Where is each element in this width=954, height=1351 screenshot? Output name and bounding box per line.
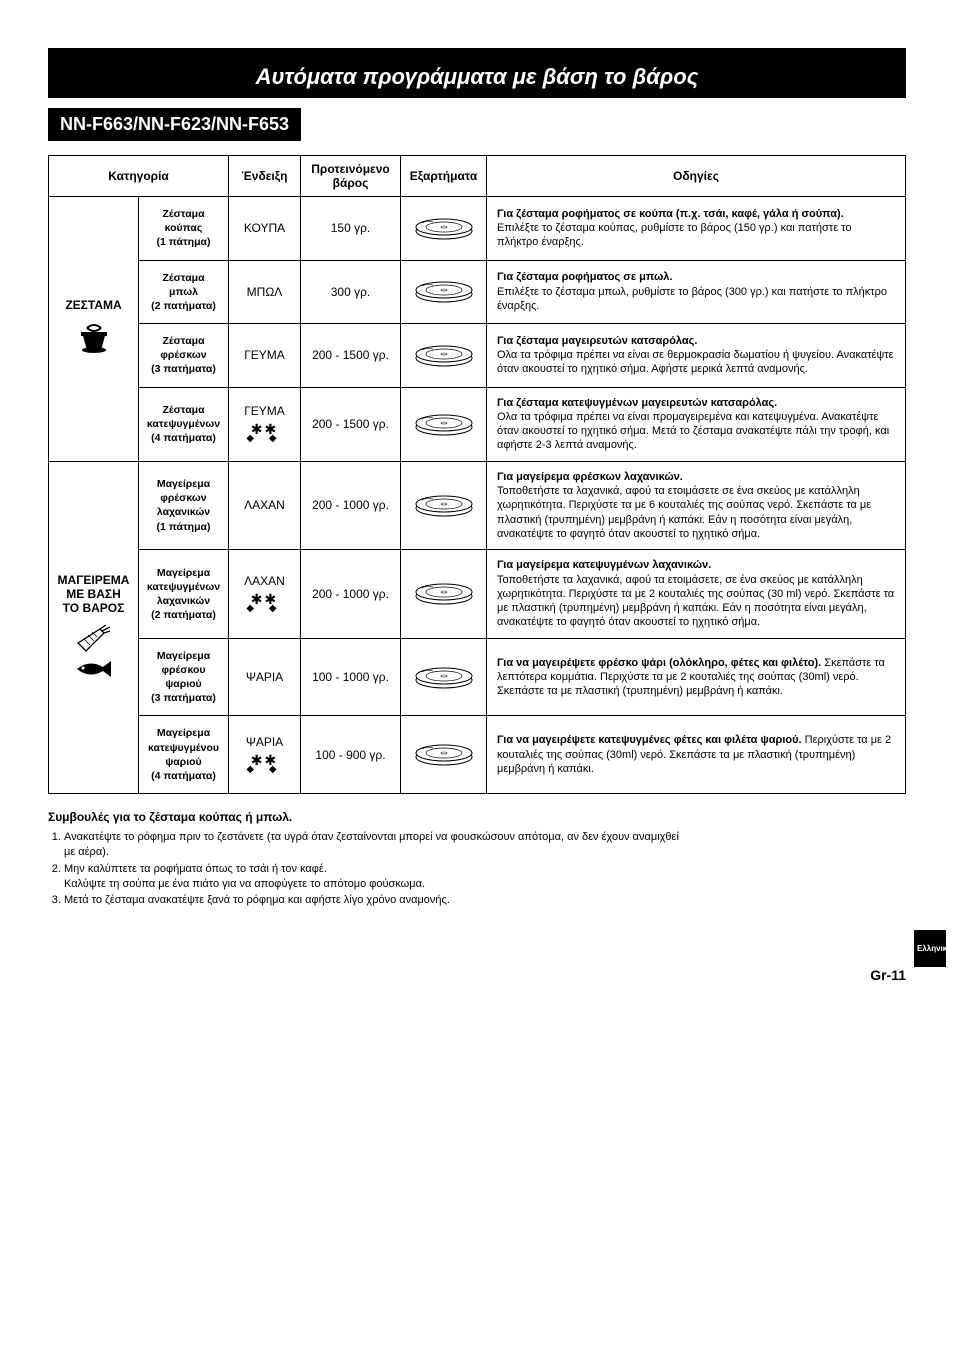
th-category: Κατηγορία xyxy=(49,156,229,197)
plate-icon xyxy=(413,338,475,368)
subcat-r5: Μαγείρεμα φρέσκων λαχανικών (1 πάτημα) xyxy=(139,461,229,549)
category-cook-label-l3: ΤΟ ΒΑΡΟΣ xyxy=(55,601,132,615)
programs-table: Κατηγορία Ένδειξη Προτεινόμενο βάρος Εξα… xyxy=(48,155,906,794)
subcat-r8: Μαγείρεμα κατεψυγμένου ψαριού (4 πατήματ… xyxy=(139,716,229,794)
page-number: Gr-11 xyxy=(48,967,906,983)
plate-icon xyxy=(413,211,475,241)
fish-icon xyxy=(75,657,113,681)
carrot-icon xyxy=(76,625,112,653)
frozen-icon: ✱✱◆ ◆ xyxy=(233,753,296,775)
indicator-r3: ΓΕΥΜΑ xyxy=(229,324,301,388)
plate-icon xyxy=(413,660,475,690)
indicator-r2: ΜΠΩΛ xyxy=(229,260,301,324)
indicator-r4: ΓΕΥΜΑ ✱✱◆ ◆ xyxy=(229,387,301,461)
th-indicator: Ένδειξη xyxy=(229,156,301,197)
plate-icon xyxy=(413,576,475,606)
weight-r3: 200 - 1500 γρ. xyxy=(301,324,401,388)
th-accessories: Εξαρτήματα xyxy=(401,156,487,197)
category-reheat-label: ΖΕΣΤΑΜΑ xyxy=(55,298,132,312)
category-cook: ΜΑΓΕΙΡΕΜΑ ΜΕ ΒΑΣΗ ΤΟ ΒΑΡΟΣ xyxy=(49,461,139,793)
tips-list: Ανακατέψτε το ρόφημα πριν το ζεστάνετε (… xyxy=(48,830,906,908)
accessory-r3 xyxy=(401,324,487,388)
frozen-icon: ✱✱◆ ◆ xyxy=(233,422,296,444)
plate-icon xyxy=(413,407,475,437)
tip-2: Μην καλύπτετε τα ροφήματα όπως το τσάι ή… xyxy=(64,862,906,892)
category-cook-label-l2: ΜΕ ΒΑΣΗ xyxy=(55,587,132,601)
plate-icon xyxy=(413,737,475,767)
category-cook-label-l1: ΜΑΓΕΙΡΕΜΑ xyxy=(55,573,132,587)
page-title: Αυτόματα προγράμματα με βάση το βάρος xyxy=(48,48,906,98)
weight-r4: 200 - 1500 γρ. xyxy=(301,387,401,461)
th-weight: Προτεινόμενο βάρος xyxy=(301,156,401,197)
instructions-r2: Για ζέσταμα ροφήματος σε μπωλ. Επιλέξτε … xyxy=(487,260,906,324)
plate-icon xyxy=(413,488,475,518)
indicator-r1: ΚΟΥΠΑ xyxy=(229,197,301,261)
weight-r6: 200 - 1000 γρ. xyxy=(301,550,401,638)
instructions-r7: Για να μαγειρέψετε φρέσκο ψάρι (ολόκληρο… xyxy=(487,638,906,716)
th-instructions: Οδηγίες xyxy=(487,156,906,197)
instructions-r6: Για μαγείρεμα κατεψυγμένων λαχανικών. Το… xyxy=(487,550,906,638)
subcat-r6: Μαγείρεμα κατεψυγμένων λαχανικών (2 πατή… xyxy=(139,550,229,638)
accessory-r8 xyxy=(401,716,487,794)
subcat-r1: Ζέσταμα κούπας (1 πάτημα) xyxy=(139,197,229,261)
indicator-r7: ΨΑΡΙΑ xyxy=(229,638,301,716)
weight-r5: 200 - 1000 γρ. xyxy=(301,461,401,549)
plate-icon xyxy=(413,274,475,304)
weight-r2: 300 γρ. xyxy=(301,260,401,324)
subcat-r3: Ζέσταμα φρέσκων (3 πατήματα) xyxy=(139,324,229,388)
category-reheat: ΖΕΣΤΑΜΑ xyxy=(49,197,139,462)
tip-1: Ανακατέψτε το ρόφημα πριν το ζεστάνετε (… xyxy=(64,830,906,860)
instructions-r1: Για ζέσταμα ροφήματος σε κούπα (π.χ. τσά… xyxy=(487,197,906,261)
instructions-r5: Για μαγείρεμα φρέσκων λαχανικών. Τοποθετ… xyxy=(487,461,906,549)
accessory-r2 xyxy=(401,260,487,324)
indicator-r8: ΨΑΡΙΑ ✱✱◆ ◆ xyxy=(229,716,301,794)
indicator-r5: ΛΑΧΑΝ xyxy=(229,461,301,549)
tip-3: Μετά το ζέσταμα ανακατέψτε ξανά το ρόφημ… xyxy=(64,893,906,908)
weight-r1: 150 γρ. xyxy=(301,197,401,261)
accessory-r5 xyxy=(401,461,487,549)
model-subtitle: NN-F663/NN-F623/NN-F653 xyxy=(48,108,301,141)
accessory-r1 xyxy=(401,197,487,261)
cup-icon xyxy=(55,322,132,359)
frozen-icon: ✱✱◆ ◆ xyxy=(233,592,296,614)
accessory-r4 xyxy=(401,387,487,461)
accessory-r6 xyxy=(401,550,487,638)
instructions-r3: Για ζέσταμα μαγειρευτών κατσαρόλας. Ολα … xyxy=(487,324,906,388)
instructions-r8: Για να μαγειρέψετε κατεψυγμένες φέτες κα… xyxy=(487,716,906,794)
indicator-r6: ΛΑΧΑΝ ✱✱◆ ◆ xyxy=(229,550,301,638)
accessory-r7 xyxy=(401,638,487,716)
tips-heading: Συμβουλές για το ζέσταμα κούπας ή μπωλ. xyxy=(48,810,906,824)
subcat-r7: Μαγείρεμα φρέσκου ψαριού (3 πατήματα) xyxy=(139,638,229,716)
weight-r7: 100 - 1000 γρ. xyxy=(301,638,401,716)
language-tab: Eλληνικά xyxy=(914,930,946,967)
subcat-r2: Ζέσταμα μπωλ (2 πατήματα) xyxy=(139,260,229,324)
subcat-r4: Ζέσταμα κατεψυγμένων (4 πατήματα) xyxy=(139,387,229,461)
weight-r8: 100 - 900 γρ. xyxy=(301,716,401,794)
instructions-r4: Για ζέσταμα κατεψυγμένων μαγειρευτών κατ… xyxy=(487,387,906,461)
